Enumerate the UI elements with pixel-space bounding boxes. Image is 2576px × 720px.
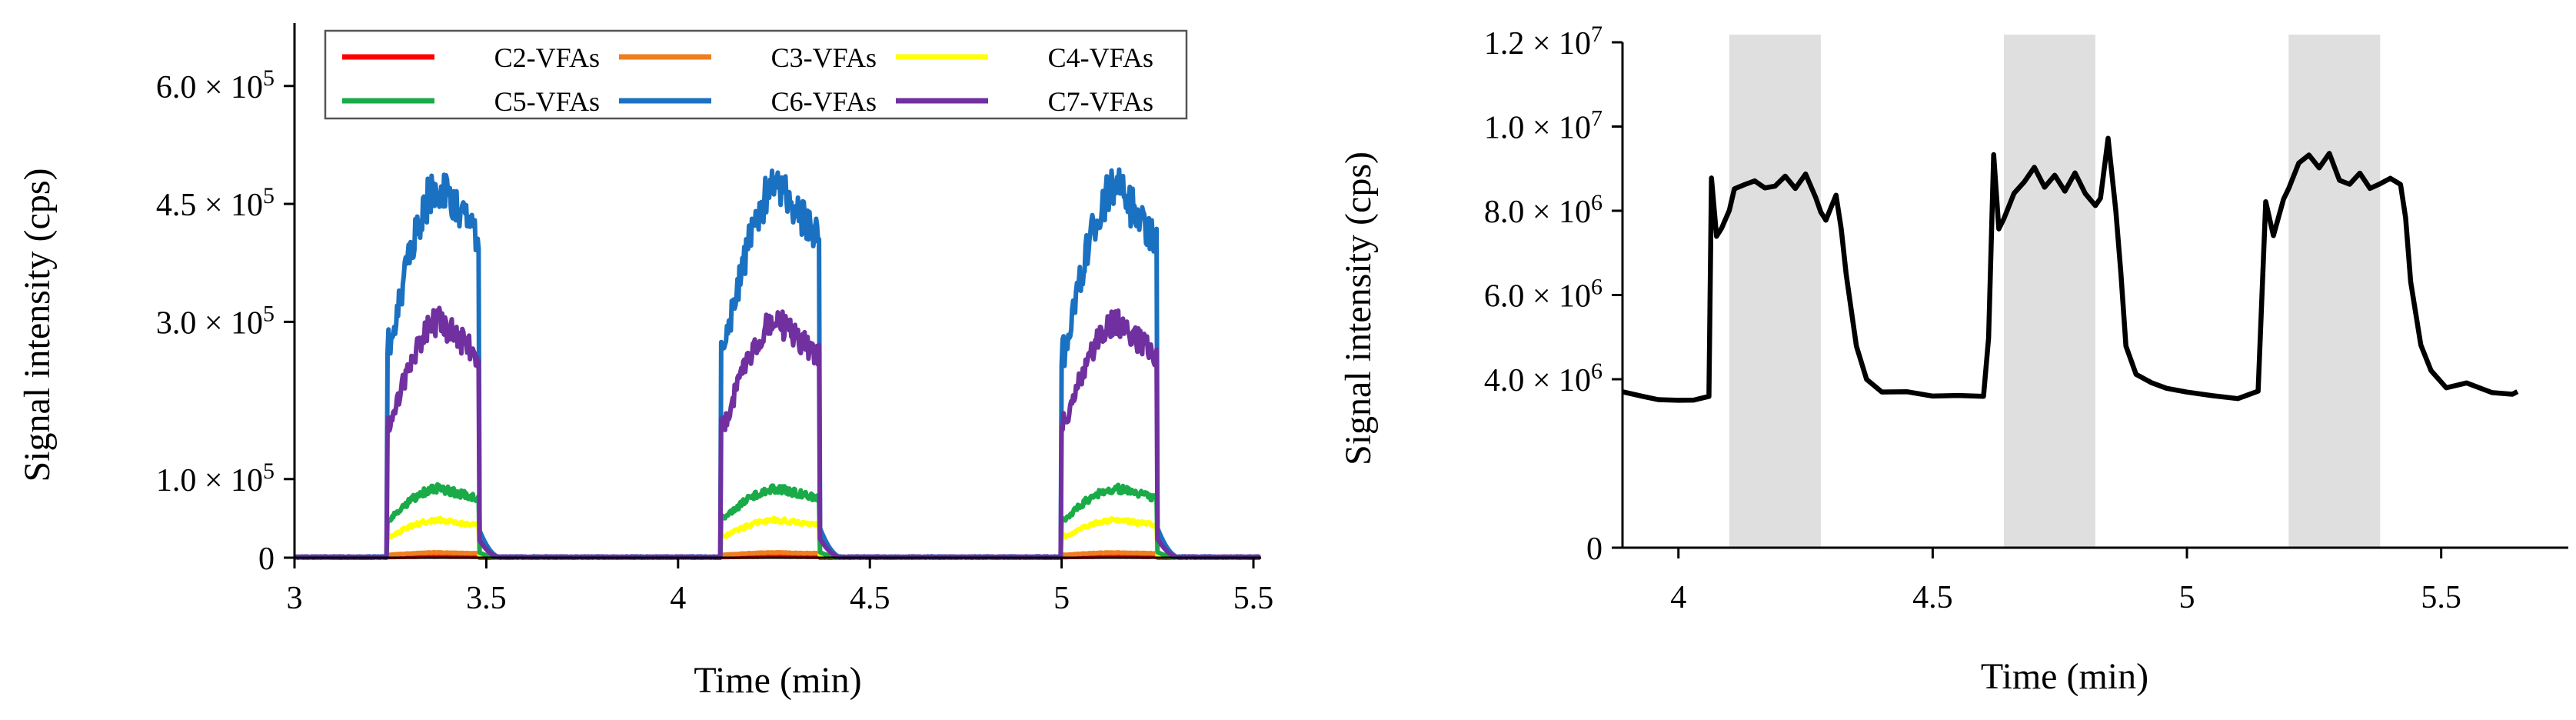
- left-y-tick-label: 1.0 × 105: [156, 458, 275, 498]
- left-x-tick-label-mantissa: 5.5: [1233, 581, 1274, 616]
- right-y-tick-label-mantissa: 1.0 × 10: [1484, 111, 1591, 146]
- left-y-tick-label-exponent: 5: [263, 65, 275, 91]
- right-y-tick-label-mantissa: 4.0 × 10: [1484, 363, 1591, 398]
- left-x-tick-label-mantissa: 3: [287, 581, 303, 616]
- left-x-tick-label: 5.5: [1233, 581, 1274, 616]
- left-legend-label: C3-VFAs: [771, 42, 877, 73]
- left-x-tick-label: 4.5: [850, 581, 890, 616]
- right-y-tick-label-exponent: 7: [1591, 106, 1603, 132]
- left-series-line-c4-vfas: [293, 515, 1262, 560]
- left-y-tick-label-mantissa: 6.0 × 10: [156, 70, 263, 105]
- left-x-tick-label-mantissa: 5: [1053, 581, 1070, 616]
- left-y-tick-label-mantissa: 3.0 × 10: [156, 305, 263, 341]
- right-x-tick-label-mantissa: 4.5: [1912, 580, 1953, 615]
- left-x-tick-label-mantissa: 4.5: [850, 581, 890, 616]
- right-y-tick-label: 4.0 × 106: [1484, 358, 1603, 398]
- left-series-line-c7-vfas: [293, 305, 1262, 560]
- right-y-tick-label-exponent: 6: [1591, 358, 1603, 384]
- left-legend-label: C5-VFAs: [494, 86, 600, 117]
- left-series-line-c6-vfas: [293, 167, 1262, 560]
- left-legend-label: C4-VFAs: [1048, 42, 1153, 73]
- right-y-tick-label: 1.2 × 107: [1484, 22, 1603, 62]
- left-y-tick-label: 4.5 × 105: [156, 183, 275, 223]
- right-y-axis-title: Signal intensity (cps): [1338, 152, 1379, 465]
- right-y-tick-label-mantissa: 0: [1586, 532, 1603, 567]
- right-y-tick-label-mantissa: 1.2 × 10: [1484, 26, 1591, 62]
- right-x-tick-label: 4.5: [1912, 580, 1953, 615]
- left-y-tick-label: 3.0 × 105: [156, 301, 275, 341]
- right-y-tick-label-mantissa: 8.0 × 10: [1484, 195, 1591, 230]
- left-x-tick-label-mantissa: 3.5: [466, 581, 507, 616]
- right-y-tick-label: 1.0 × 107: [1484, 106, 1603, 146]
- right-y-tick-label: 0: [1586, 532, 1603, 567]
- left-x-tick-label: 3: [287, 581, 303, 616]
- right-y-tick-label: 6.0 × 106: [1484, 275, 1603, 315]
- left-legend: C2-VFAs C3-VFAs C4-VFAs C5-VFAs C6-VFAs C7-VF…: [324, 29, 1188, 120]
- left-x-axis-title: Time (min): [694, 660, 861, 701]
- right-x-tick-label: 5.5: [2421, 580, 2461, 615]
- left-x-tick-label: 5: [1053, 581, 1070, 616]
- left-x-tick-label-mantissa: 4: [670, 581, 686, 616]
- right-y-tick-label-exponent: 7: [1591, 22, 1603, 47]
- right-x-tick-label: 5: [2179, 580, 2195, 615]
- left-legend-label: C7-VFAs: [1048, 86, 1153, 117]
- left-y-tick-label-mantissa: 1.0 × 10: [156, 463, 263, 498]
- left-y-tick-label-mantissa: 0: [258, 542, 275, 577]
- left-series-line-c5-vfas: [293, 482, 1262, 560]
- left-legend-label: C6-VFAs: [771, 86, 877, 117]
- left-y-tick-label-exponent: 5: [263, 458, 275, 484]
- right-y-tick-label-mantissa: 6.0 × 10: [1484, 279, 1591, 315]
- left-series-line-c3-vfas: [293, 550, 1262, 560]
- left-x-tick-label: 4: [670, 581, 686, 616]
- right-series-line-total-signal: [1622, 135, 2519, 403]
- left-series-lines: [293, 167, 1262, 560]
- right-x-axis-title: Time (min): [1981, 656, 2148, 697]
- right-shaded-region: [1729, 35, 1821, 548]
- left-y-tick-label: 6.0 × 105: [156, 65, 275, 105]
- right-y-tick-label-exponent: 6: [1591, 275, 1603, 300]
- right-shaded-region: [2003, 35, 2095, 548]
- left-y-axis-title: Signal intensity (cps): [17, 168, 58, 482]
- left-y-tick-label: 0: [258, 542, 275, 577]
- right-shaded-region: [2288, 35, 2381, 548]
- right-x-tick-label-mantissa: 5: [2179, 580, 2195, 615]
- right-y-tick-label: 8.0 × 106: [1484, 190, 1603, 230]
- left-y-tick-label-exponent: 5: [263, 183, 275, 208]
- right-series-line: [1622, 135, 2519, 403]
- left-y-tick-label-mantissa: 4.5 × 10: [156, 188, 263, 223]
- right-x-tick-label: 4: [1670, 580, 1686, 615]
- left-legend-label: C2-VFAs: [494, 42, 600, 73]
- right-x-tick-label-mantissa: 4: [1670, 580, 1686, 615]
- left-legend-box: [324, 29, 1188, 120]
- right-shaded-regions: [1729, 35, 2381, 548]
- right-y-tick-label-exponent: 6: [1591, 190, 1603, 215]
- left-x-tick-label: 3.5: [466, 581, 507, 616]
- left-y-tick-label-exponent: 5: [263, 301, 275, 326]
- right-x-tick-label-mantissa: 5.5: [2421, 580, 2461, 615]
